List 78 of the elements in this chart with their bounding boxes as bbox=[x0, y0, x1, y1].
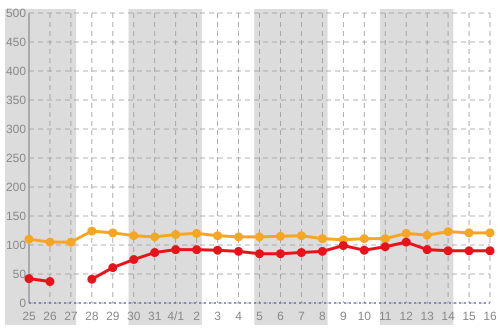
point bbox=[45, 238, 54, 247]
point bbox=[276, 249, 285, 258]
point bbox=[45, 277, 54, 286]
x-tick-label: 2 bbox=[193, 309, 200, 323]
y-tick-label: 150 bbox=[6, 209, 26, 224]
point bbox=[255, 232, 264, 242]
x-tick-label: 4 bbox=[235, 309, 242, 323]
point bbox=[360, 246, 369, 255]
x-tick-label: 14 bbox=[441, 309, 456, 323]
point bbox=[422, 245, 432, 254]
point bbox=[150, 248, 160, 258]
x-tick-label: 6 bbox=[277, 309, 284, 323]
x-tick-label: 3 bbox=[214, 309, 222, 323]
point bbox=[444, 227, 453, 236]
point bbox=[234, 232, 244, 242]
point bbox=[87, 274, 96, 284]
point bbox=[234, 246, 244, 256]
x-tick-label: 28 bbox=[85, 309, 99, 323]
x-tick-label: 8 bbox=[319, 309, 326, 323]
x-tick-label: 10 bbox=[358, 309, 372, 323]
x-tick-label: 16 bbox=[483, 309, 497, 323]
x-tick-label: 5 bbox=[256, 309, 264, 323]
point bbox=[486, 246, 494, 256]
point bbox=[402, 238, 411, 247]
y-tick-label: 300 bbox=[6, 122, 26, 136]
x-tick-label: 25 bbox=[22, 309, 36, 323]
point bbox=[486, 228, 494, 238]
y-tick-label: 400 bbox=[6, 64, 26, 78]
point bbox=[108, 263, 118, 272]
y-tick-label: 200 bbox=[6, 180, 26, 194]
point bbox=[402, 228, 411, 238]
point bbox=[360, 234, 369, 244]
point bbox=[444, 246, 453, 256]
point bbox=[129, 231, 138, 240]
y-tick-label: 250 bbox=[6, 151, 26, 166]
point bbox=[296, 231, 306, 240]
point bbox=[171, 230, 180, 240]
y-tick-label: 100 bbox=[6, 238, 26, 252]
y-tick-label: 500 bbox=[6, 6, 26, 20]
x-tick-label: 7 bbox=[298, 309, 306, 323]
point bbox=[422, 230, 432, 240]
point bbox=[338, 241, 348, 250]
point bbox=[213, 246, 222, 255]
x-tick-label: 12 bbox=[400, 309, 414, 323]
x-tick-label: 30 bbox=[127, 309, 141, 323]
x-tick-label: 26 bbox=[43, 309, 57, 323]
point bbox=[87, 226, 96, 236]
point bbox=[192, 228, 202, 238]
point bbox=[213, 231, 222, 240]
point bbox=[150, 232, 160, 242]
y-tick-label: 0 bbox=[19, 296, 26, 310]
point bbox=[192, 245, 202, 254]
y-tick-label: 450 bbox=[6, 35, 26, 50]
point bbox=[380, 234, 390, 244]
point bbox=[66, 238, 76, 247]
point bbox=[255, 249, 264, 258]
y-tick-label: 350 bbox=[6, 93, 26, 108]
point bbox=[108, 228, 118, 238]
x-tick-label: 31 bbox=[148, 309, 162, 323]
x-tick-label: 11 bbox=[378, 309, 392, 323]
x-tick-label: 15 bbox=[462, 309, 476, 323]
point bbox=[24, 274, 34, 284]
point bbox=[24, 234, 34, 244]
x-tick-label: 4/1 bbox=[167, 309, 184, 323]
x-tick-label: 13 bbox=[420, 309, 434, 323]
point bbox=[464, 246, 474, 256]
point bbox=[171, 245, 180, 254]
y-tick-label: 50 bbox=[12, 267, 26, 282]
point bbox=[380, 242, 390, 252]
point bbox=[318, 234, 327, 244]
point bbox=[276, 232, 285, 241]
x-tick-label: 27 bbox=[64, 309, 78, 323]
point bbox=[464, 228, 474, 238]
point bbox=[129, 255, 138, 264]
x-tick-label: 29 bbox=[106, 309, 120, 323]
point bbox=[296, 248, 306, 258]
point bbox=[318, 246, 327, 256]
x-tick-label: 9 bbox=[340, 309, 347, 323]
